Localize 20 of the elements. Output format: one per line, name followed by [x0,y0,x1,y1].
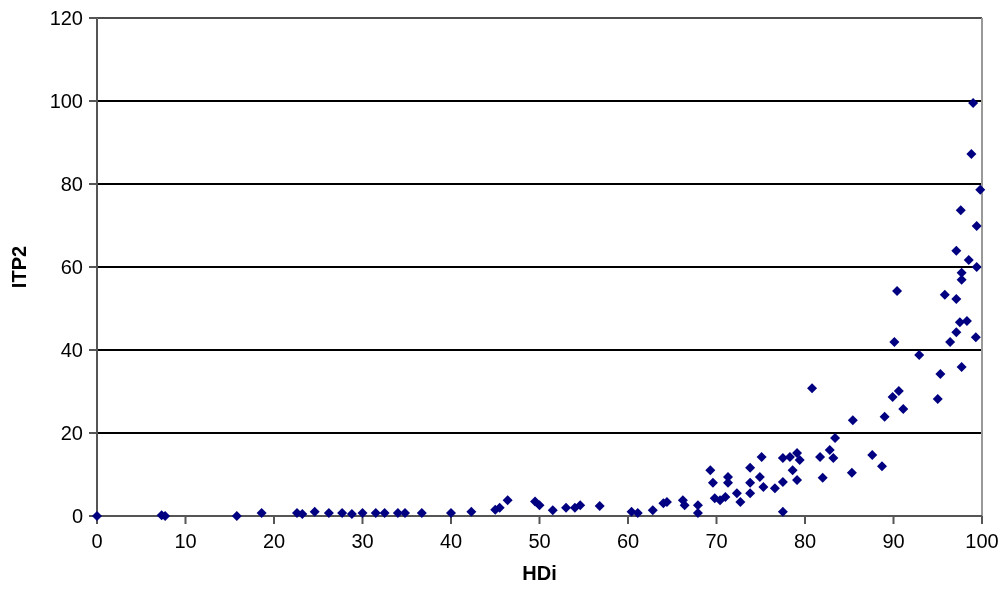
x-tick-label: 10 [174,530,197,552]
x-tick-label: 20 [262,530,286,552]
x-tick-label: 0 [91,530,103,552]
y-tick-label: 120 [49,7,83,29]
y-tick-label: 60 [60,256,83,278]
y-tick-label: 80 [60,173,83,195]
x-tick-label: 80 [793,530,817,552]
x-tick-label: 30 [351,530,374,552]
x-tick-label: 50 [528,530,551,552]
x-tick-label: 100 [965,530,999,552]
y-axis-title: ITP2 [8,245,30,289]
y-tick-label: 40 [60,339,83,361]
x-tick-label: 90 [882,530,905,552]
y-tick-label: 0 [71,505,83,527]
x-tick-label: 40 [439,530,463,552]
x-tick-label: 60 [616,530,640,552]
y-tick-label: 20 [60,422,83,444]
x-axis-title: HDi [522,562,557,584]
x-tick-label: 70 [705,530,728,552]
y-tick-label: 100 [49,90,83,112]
